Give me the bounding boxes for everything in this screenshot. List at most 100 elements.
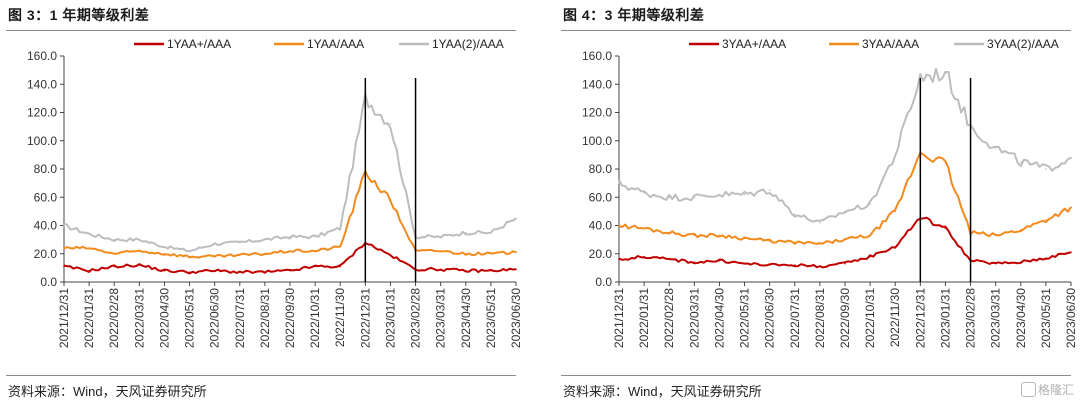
legend-label: 1YAA/AAA: [307, 37, 364, 51]
y-tick-label: 0.0: [40, 275, 57, 289]
x-tick-label: 2021/12/31: [612, 288, 626, 348]
data-point: [213, 269, 216, 272]
data-point: [439, 236, 442, 238]
data-point: [793, 213, 796, 215]
y-tick-label: 20.0: [34, 247, 58, 261]
data-point: [793, 264, 796, 266]
data-point: [819, 221, 821, 224]
data-point: [389, 199, 392, 201]
x-tick-label: 2022/03/31: [687, 288, 701, 348]
data-point: [643, 255, 645, 258]
chart-3y-spread: 0.0 20.0 40.0 60.0 80.0 100.0 120.0 140.0 160.0 2…: [582, 37, 1078, 348]
x-tick-label: 2021/12/31: [57, 288, 71, 348]
x-tick-label: 2023/04/30: [1014, 288, 1028, 348]
data-point: [113, 238, 116, 241]
y-tick-label: 80.0: [34, 162, 58, 176]
data-point: [264, 252, 266, 255]
watermark-text: 格隆汇: [1037, 383, 1074, 397]
series-line-3yaa-2-aaa: [618, 67, 1072, 223]
data-point: [944, 227, 947, 230]
chart-1y-spread: 0.0 20.0 40.0 60.0 80.0 100.0 120.0 140.0 160.0 2…: [27, 37, 523, 348]
data-point: [718, 193, 721, 196]
source-divider: [6, 375, 516, 376]
data-point: [944, 72, 947, 74]
data-point: [618, 224, 620, 227]
data-point: [389, 123, 392, 125]
data-point: [718, 234, 721, 237]
x-tick-label: 2023/01/31: [383, 288, 397, 348]
y-tick-label: 100.0: [582, 134, 612, 148]
data-point: [188, 271, 191, 273]
data-point: [819, 243, 821, 245]
legend-label: 3YAA+/AAA: [722, 37, 786, 51]
data-point: [464, 231, 467, 234]
x-tick-label: 2023/03/31: [434, 288, 448, 348]
x-tick-label: 2022/11/30: [888, 288, 902, 347]
data-point: [919, 76, 922, 78]
data-point: [289, 250, 291, 252]
data-point: [314, 236, 316, 238]
y-tick-label: 140.0: [582, 77, 612, 91]
data-point: [1019, 261, 1022, 264]
x-tick-label: 2022/10/31: [863, 288, 877, 348]
x-tick-label: 2023/05/31: [484, 288, 498, 348]
y-tick-label: 120.0: [582, 106, 612, 120]
x-tick-label: 2022/03/31: [132, 288, 146, 348]
data-point: [264, 271, 266, 273]
data-point: [188, 255, 191, 258]
data-point: [1045, 257, 1047, 259]
y-tick-label: 160.0: [27, 49, 57, 63]
data-point: [490, 269, 492, 272]
data-point: [490, 231, 492, 234]
data-point: [994, 234, 997, 237]
data-point: [768, 264, 771, 266]
data-point: [213, 255, 216, 258]
data-point: [743, 193, 746, 196]
source-divider: [561, 375, 1071, 376]
figure-title: 图 4：3 年期等级利差: [563, 7, 705, 23]
legend-label: 1YAA+/AAA: [167, 37, 231, 51]
x-tick-label: 2022/09/30: [283, 288, 297, 348]
data-point: [844, 210, 846, 213]
data-point: [1070, 251, 1072, 254]
x-tick-label: 2022/06/30: [763, 288, 777, 348]
data-point: [213, 243, 216, 245]
data-point: [289, 236, 291, 238]
y-tick-label: 160.0: [582, 49, 612, 63]
x-tick-label: 2022/01/31: [637, 288, 651, 348]
data-point: [668, 258, 671, 261]
data-point: [743, 262, 746, 265]
x-tick-label: 2023/05/31: [1039, 288, 1053, 348]
legend-label: 3YAA/AAA: [862, 37, 919, 51]
series-line-1yaa-aaa: [63, 170, 517, 259]
data-point: [693, 234, 696, 237]
data-point: [869, 255, 871, 258]
data-point: [793, 241, 796, 244]
data-point: [339, 265, 342, 268]
data-point: [894, 154, 897, 156]
data-point: [668, 196, 671, 199]
y-tick-label: 120.0: [27, 106, 57, 120]
data-point: [163, 245, 166, 248]
data-point: [138, 250, 141, 252]
watermark-logo-icon: [1020, 382, 1036, 397]
data-point: [844, 238, 846, 241]
x-tick-label: 2023/06/30: [509, 288, 523, 348]
data-point: [389, 254, 392, 256]
data-point: [238, 241, 241, 244]
data-point: [844, 262, 846, 265]
x-tick-label: 2022/02/28: [107, 288, 121, 348]
title-divider: [6, 30, 516, 31]
data-point: [289, 269, 291, 272]
x-tick-label: 2022/07/31: [788, 288, 802, 348]
watermark: 格隆汇: [1020, 381, 1074, 398]
data-point: [163, 252, 166, 255]
x-tick-label: 2022/07/31: [233, 288, 247, 348]
data-point: [88, 247, 90, 249]
data-point: [1070, 206, 1072, 208]
data-point: [464, 269, 467, 272]
x-tick-label: 2023/06/30: [1064, 288, 1078, 348]
data-point: [768, 189, 771, 191]
y-tick-label: 60.0: [34, 190, 58, 204]
y-tick-label: 40.0: [34, 219, 58, 233]
